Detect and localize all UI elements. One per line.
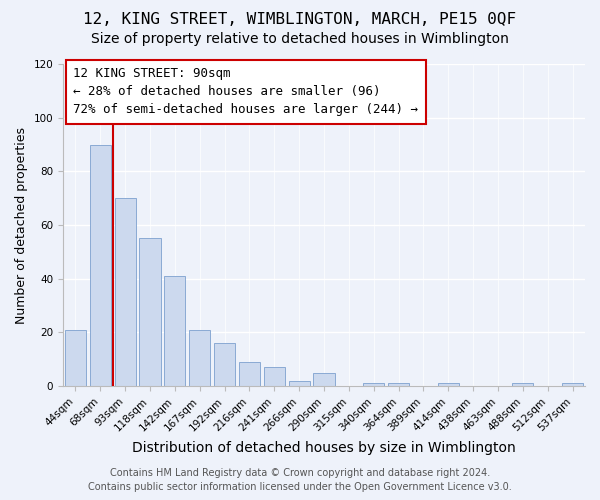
Bar	[388, 384, 409, 386]
Bar	[438, 384, 459, 386]
Bar	[90, 144, 111, 386]
Text: 12 KING STREET: 90sqm
← 28% of detached houses are smaller (96)
72% of semi-deta: 12 KING STREET: 90sqm ← 28% of detached …	[73, 67, 418, 116]
Bar	[562, 384, 583, 386]
Bar	[214, 343, 235, 386]
Bar	[139, 238, 161, 386]
Bar	[363, 384, 384, 386]
Text: 12, KING STREET, WIMBLINGTON, MARCH, PE15 0QF: 12, KING STREET, WIMBLINGTON, MARCH, PE1…	[83, 12, 517, 28]
Bar	[115, 198, 136, 386]
Bar	[239, 362, 260, 386]
X-axis label: Distribution of detached houses by size in Wimblington: Distribution of detached houses by size …	[132, 441, 516, 455]
Text: Size of property relative to detached houses in Wimblington: Size of property relative to detached ho…	[91, 32, 509, 46]
Bar	[264, 368, 285, 386]
Bar	[189, 330, 210, 386]
Y-axis label: Number of detached properties: Number of detached properties	[15, 126, 28, 324]
Bar	[313, 372, 335, 386]
Bar	[65, 330, 86, 386]
Bar	[512, 384, 533, 386]
Bar	[289, 380, 310, 386]
Bar	[164, 276, 185, 386]
Text: Contains HM Land Registry data © Crown copyright and database right 2024.
Contai: Contains HM Land Registry data © Crown c…	[88, 468, 512, 492]
